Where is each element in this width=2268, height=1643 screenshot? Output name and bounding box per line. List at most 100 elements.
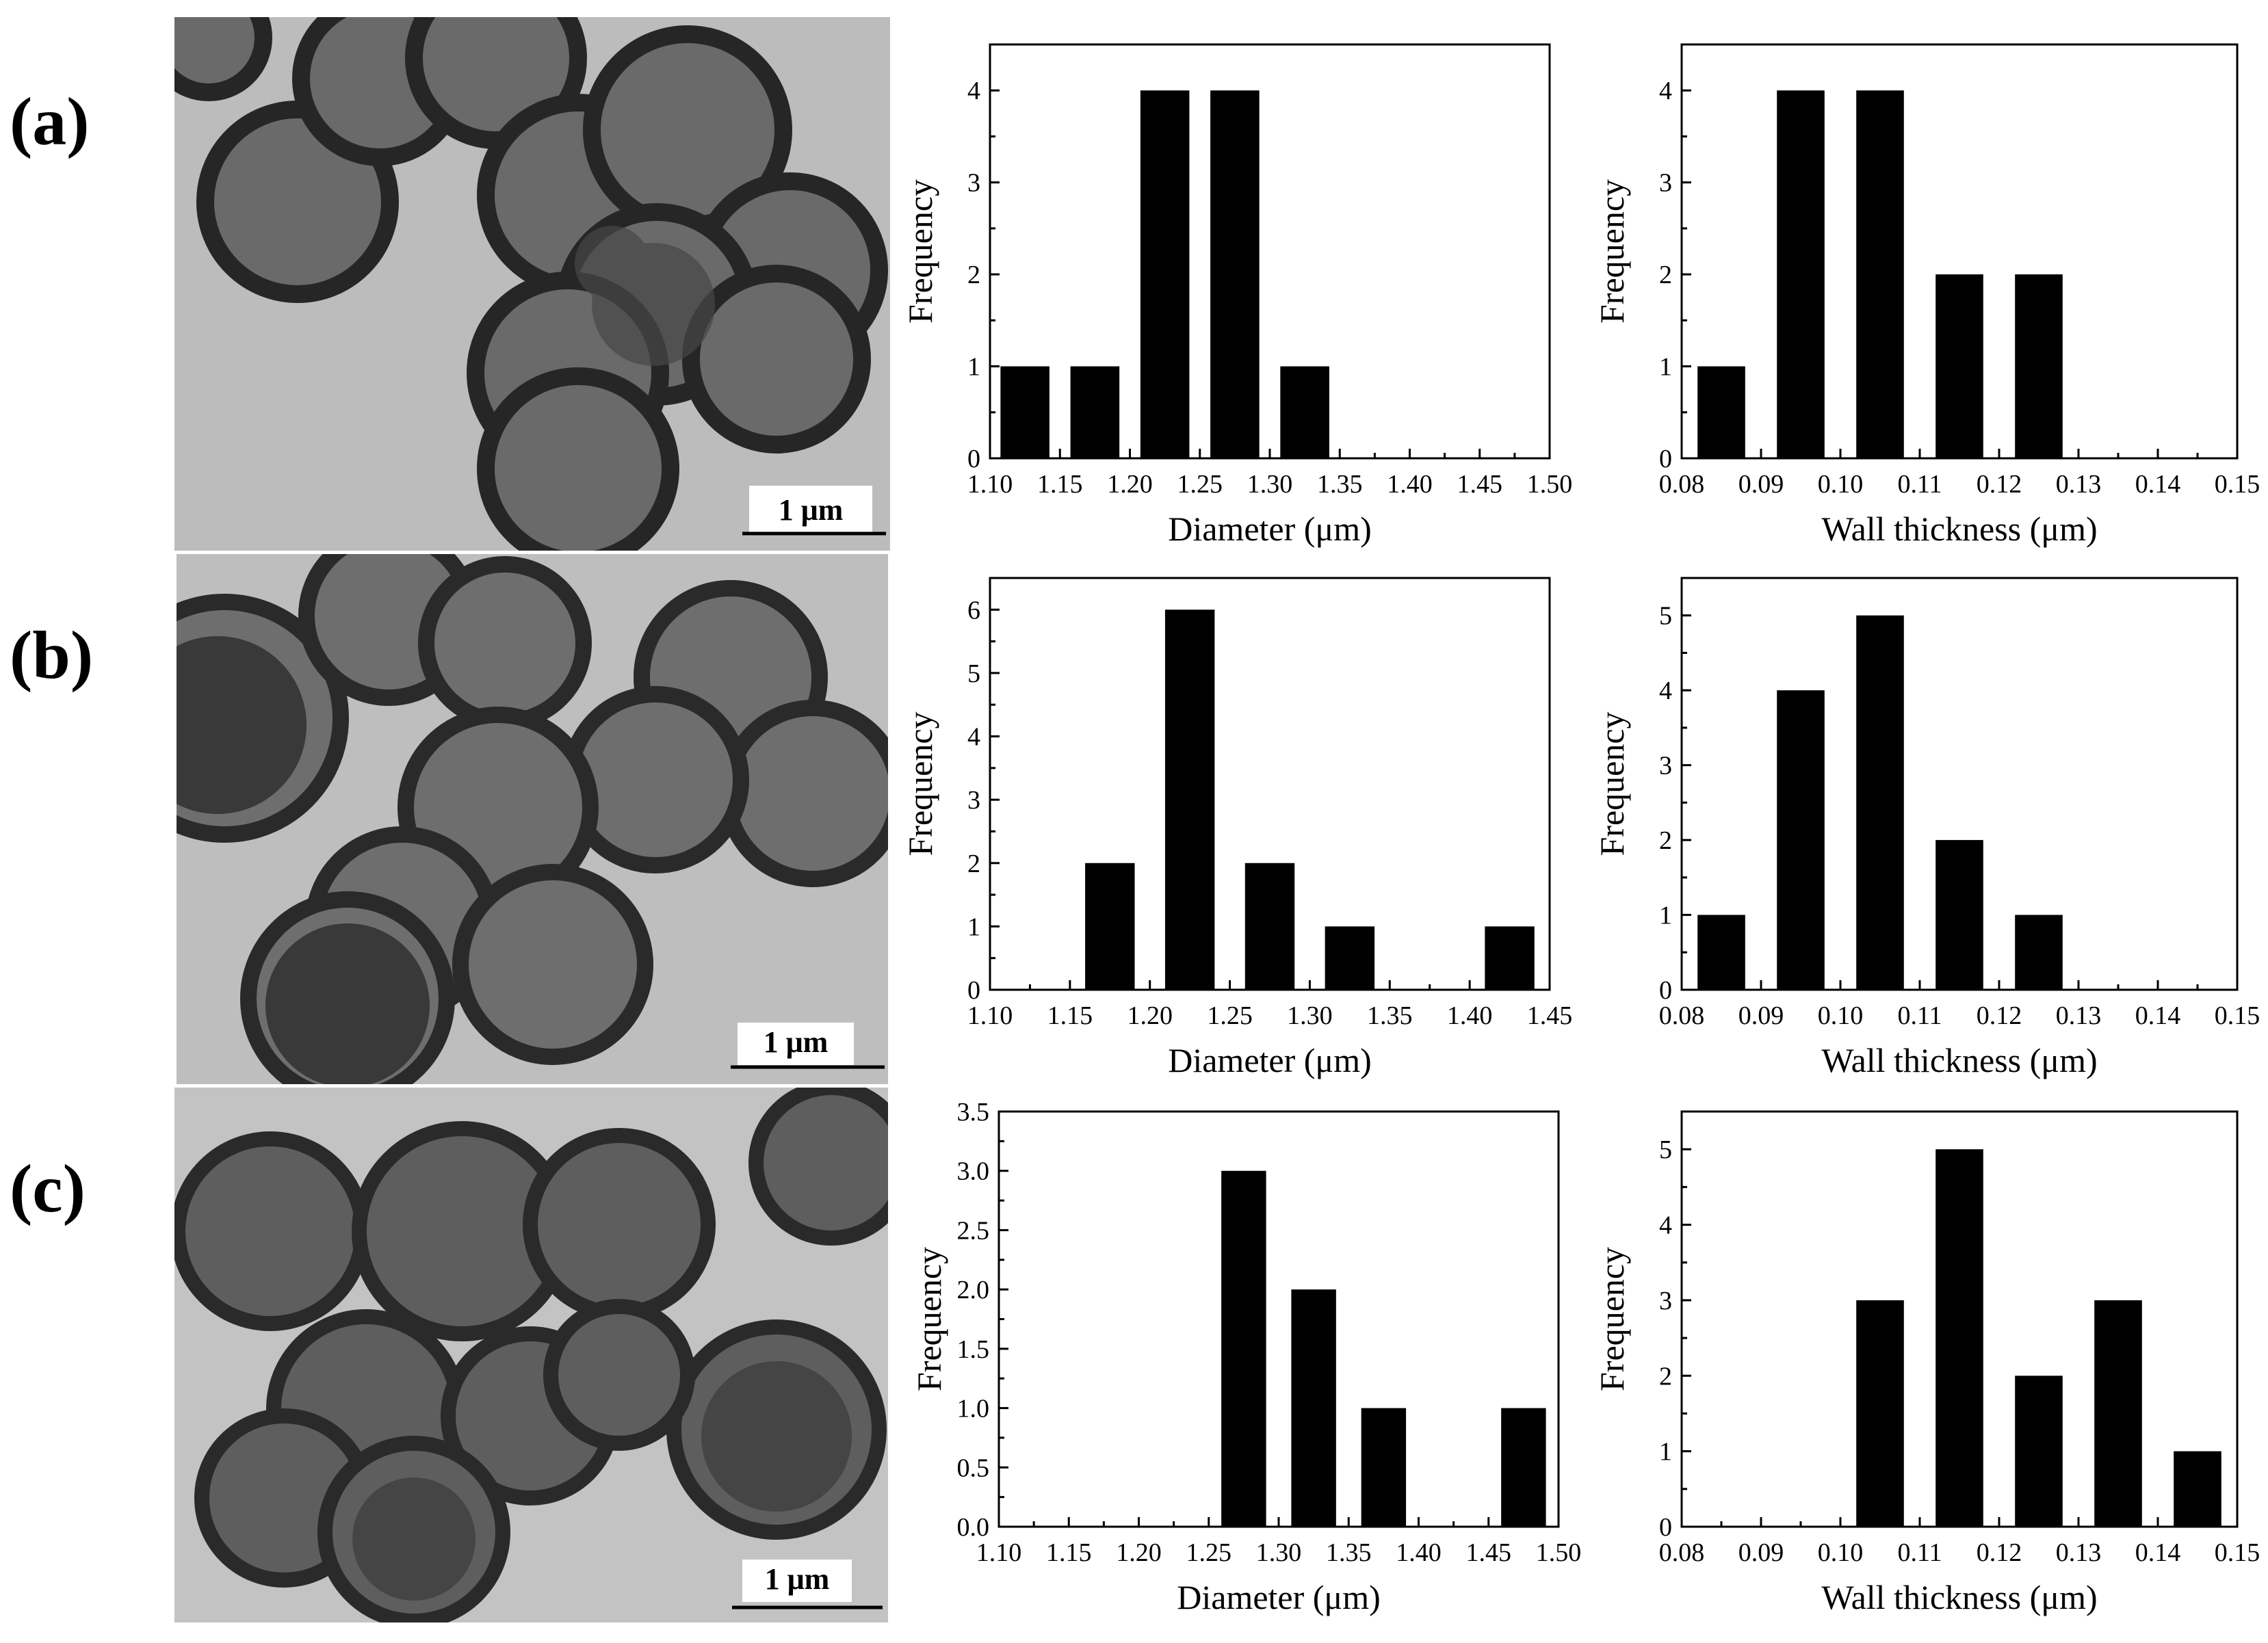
histogram-bar (1697, 915, 1745, 990)
x-tick-label: 1.30 (1247, 470, 1293, 499)
x-tick-label: 1.35 (1367, 1001, 1413, 1030)
histogram-c-wall-thickness: 0.08 0.09 0.10 0.11 0.12 0.13 0.14 0.15 0 1 2 3 4 5 Wa… (1593, 1110, 2260, 1616)
x-tick-label: 1.40 (1396, 1538, 1442, 1567)
x-tick-label: 1.20 (1107, 470, 1153, 499)
x-axis-label: Wall thickness (μm) (1821, 510, 2097, 548)
scale-bar-label-a: 1 μm (779, 493, 844, 527)
x-tick-label: 0.14 (2135, 470, 2181, 499)
x-tick-label: 0.08 (1659, 1538, 1705, 1567)
y-tick-label: 2.5 (957, 1216, 990, 1245)
y-tick-label: 1 (1659, 902, 1672, 930)
histogram-bar (2094, 1300, 2142, 1527)
y-tick-label: 2 (1659, 261, 1672, 289)
x-tick-label: 1.30 (1256, 1538, 1302, 1567)
x-tick-label: 0.13 (2056, 1001, 2102, 1030)
x-tick-label: 1.10 (967, 470, 1013, 499)
histogram-bar (1777, 690, 1825, 990)
x-tick-label: 1.40 (1387, 470, 1433, 499)
y-tick-label: 3.0 (957, 1157, 990, 1186)
y-tick-label: 4 (967, 723, 980, 752)
y-tick-label: 3.5 (957, 1098, 990, 1127)
histogram-a-wall-thickness: 0.08 0.09 0.10 0.11 0.12 0.13 0.14 0.15 0 1 2 3 4 Wal… (1593, 43, 2260, 548)
y-tick-label: 1 (967, 353, 980, 382)
y-tick-label: 5 (1659, 602, 1672, 631)
x-tick-label: 1.45 (1466, 1538, 1512, 1567)
x-axis-label: Wall thickness (μm) (1821, 1041, 2097, 1079)
x-tick-label: 0.13 (2056, 470, 2102, 499)
x-tick-label: 0.11 (1897, 470, 1942, 499)
x-tick-label: 1.35 (1326, 1538, 1372, 1567)
histogram-bar (1935, 840, 1983, 990)
histogram-bar (1325, 926, 1375, 990)
x-tick-label: 1.10 (967, 1001, 1013, 1030)
histogram-bar (1856, 615, 1904, 990)
histogram-b-diameter: 1.10 1.15 1.20 1.25 1.30 1.35 1.40 1.45 0 1 2 3 4 5 6 D… (901, 577, 1572, 1079)
y-tick-label: 2 (967, 261, 980, 289)
x-tick-label: 0.12 (1977, 470, 2022, 499)
y-tick-label: 6 (967, 596, 980, 625)
x-axis-label: Diameter (μm) (1177, 1578, 1381, 1616)
x-tick-label: 0.11 (1897, 1001, 1942, 1030)
histogram-bar (1935, 1149, 1983, 1527)
tem-image-c: 1 μm (174, 1088, 888, 1622)
y-tick-label: 3 (1659, 1287, 1672, 1315)
row-label-a: (a) (10, 83, 90, 159)
x-tick-label: 0.15 (2215, 1538, 2260, 1567)
scale-bar-label-c: 1 μm (765, 1562, 830, 1596)
histogram-bar (1085, 863, 1135, 990)
x-axis-label: Diameter (μm) (1168, 510, 1372, 548)
x-tick-label: 0.15 (2215, 470, 2260, 499)
histogram-bar (1280, 366, 1329, 458)
x-tick-label: 1.35 (1317, 470, 1363, 499)
x-tick-label: 0.09 (1738, 1001, 1784, 1030)
x-tick-label: 0.08 (1659, 1001, 1705, 1030)
histogram-bar (1501, 1408, 1546, 1527)
histogram-bar (2015, 1376, 2063, 1527)
histogram-bar (1856, 1300, 1904, 1527)
tem-micrograph-a: 1 μm (174, 17, 890, 551)
y-axis-label: Frequency (910, 1247, 948, 1391)
y-tick-label: 3 (967, 169, 980, 198)
x-tick-label: 1.15 (1046, 1538, 1092, 1567)
y-axis-label: Frequency (1593, 179, 1631, 324)
x-tick-label: 0.10 (1818, 470, 1864, 499)
scale-bar-label-b: 1 μm (764, 1025, 829, 1059)
y-tick-label: 3 (1659, 752, 1672, 780)
histogram-bar (1361, 1408, 1407, 1527)
histogram-bar (1000, 366, 1050, 458)
histogram-bar (1140, 90, 1190, 458)
histogram-bar (1697, 366, 1745, 458)
x-tick-label: 1.15 (1037, 470, 1083, 499)
histogram-bar (1856, 90, 1904, 458)
y-tick-label: 0 (1659, 976, 1672, 1005)
y-tick-label: 0 (967, 445, 980, 473)
tem-image-a: 1 μm (174, 17, 890, 551)
histogram-b-wall-thickness: 0.08 0.09 0.10 0.11 0.12 0.13 0.14 0.15 0 1 2 3 4 5 Wa… (1593, 577, 2260, 1079)
x-tick-label: 1.25 (1186, 1538, 1232, 1567)
y-tick-label: 0.0 (957, 1513, 990, 1542)
y-tick-label: 2 (967, 850, 980, 878)
y-axis-label: Frequency (1593, 1247, 1631, 1391)
x-tick-label: 1.10 (976, 1538, 1022, 1567)
x-tick-label: 0.12 (1977, 1001, 2022, 1030)
histogram-bar (1210, 90, 1260, 458)
y-tick-label: 4 (1659, 676, 1672, 705)
x-tick-label: 0.09 (1738, 1538, 1784, 1567)
y-axis-label: Frequency (1593, 711, 1631, 856)
y-tick-label: 2 (1659, 826, 1672, 855)
histogram-c-diameter: 1.10 1.15 1.20 1.25 1.30 1.35 1.40 1.45 1.50 0.0 0… (910, 1098, 1581, 1616)
y-tick-label: 4 (1659, 77, 1672, 105)
x-tick-label: 1.20 (1116, 1538, 1162, 1567)
histogram-bar (1935, 274, 1983, 458)
histogram-bar (2015, 274, 2063, 458)
x-tick-label: 0.15 (2215, 1001, 2260, 1030)
histogram-bar (1164, 609, 1215, 990)
x-axis-label: Wall thickness (μm) (1821, 1578, 2097, 1616)
histogram-bar (2174, 1451, 2221, 1527)
x-tick-label: 1.50 (1527, 470, 1573, 499)
x-tick-label: 0.14 (2135, 1001, 2181, 1030)
y-tick-label: 0 (967, 976, 980, 1005)
tem-image-b: 1 μm (177, 554, 888, 1084)
x-tick-label: 1.25 (1207, 1001, 1253, 1030)
histogram-bar (1070, 366, 1120, 458)
